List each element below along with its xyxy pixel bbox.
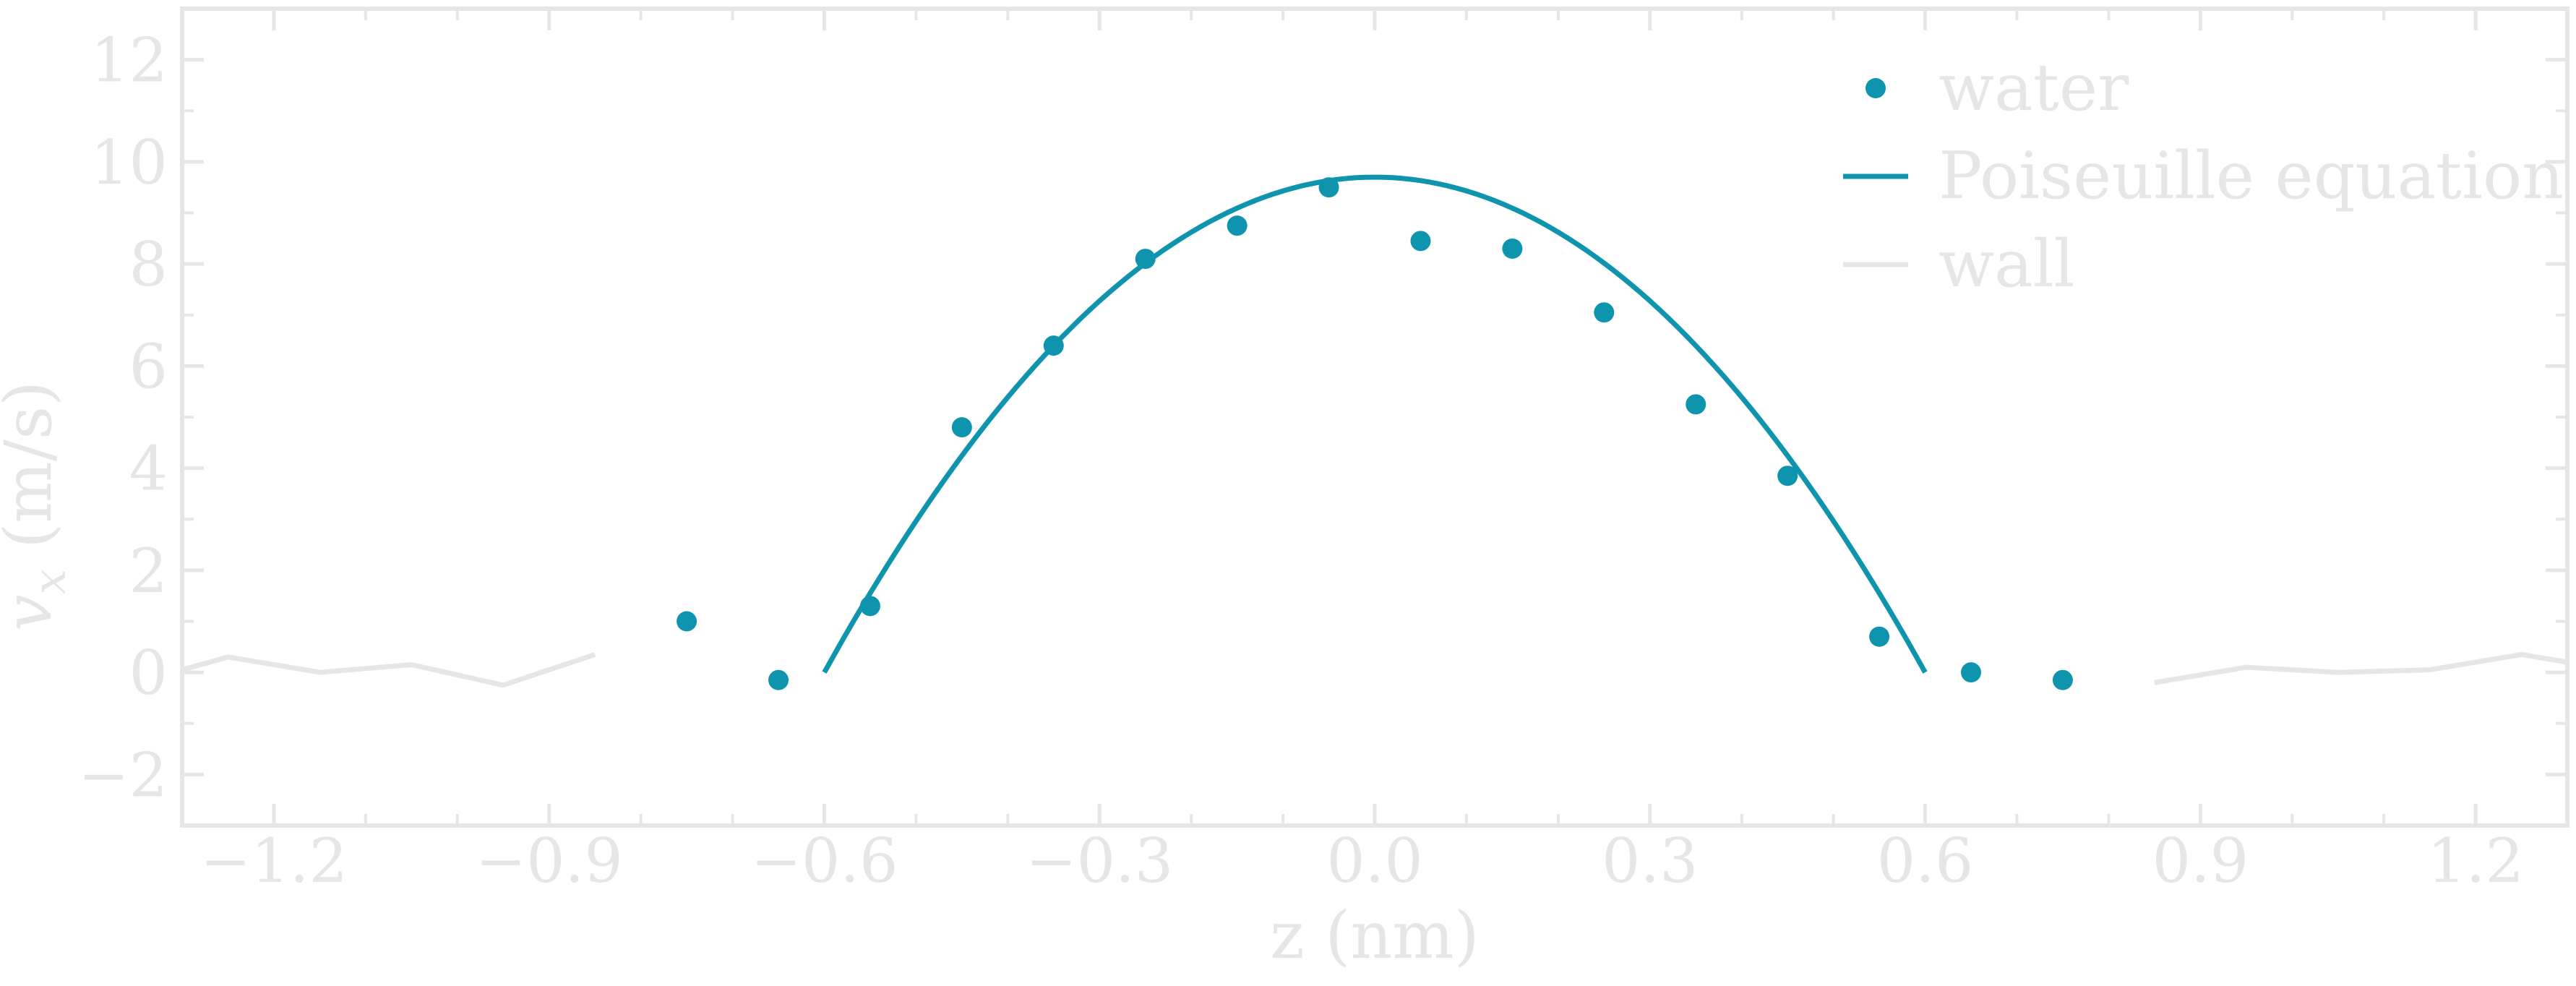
y-tick-label: 8 [129, 229, 168, 300]
y-tick-label: 0 [129, 638, 168, 708]
poiseuille-curve [822, 174, 1928, 674]
legend-marker-water [1866, 78, 1886, 98]
x-tick-label: −0.9 [476, 826, 623, 896]
wall-line-segment [181, 652, 596, 688]
x-tick-label: 0.6 [1877, 826, 1974, 896]
tick-layer: −1.2 −0.9 −0.6 −0.3 0.0 0.3 0.6 0.9 1.2 −2 0 2 4 6 8 10… [78, 7, 2567, 896]
wall-line-segment [2154, 651, 2568, 685]
y-tick-label: 2 [129, 536, 168, 606]
legend-label: water [1939, 50, 2129, 126]
x-tick-label: −1.2 [200, 826, 348, 896]
x-tick-label: 0.0 [1326, 826, 1423, 896]
water-data-point [1961, 662, 1981, 683]
y-tick-label: 4 [129, 434, 168, 505]
x-axis-label: z (nm) [1270, 898, 1480, 974]
y-tick-label: 12 [90, 25, 168, 96]
series-layer [181, 174, 2568, 690]
water-data-point [1594, 302, 1615, 323]
legend-label: Poiseuille equation [1939, 138, 2564, 214]
y-tick-label: 10 [90, 127, 168, 198]
x-tick-label: 0.9 [2152, 826, 2249, 896]
y-tick-label: 6 [129, 331, 168, 402]
x-tick-label: −0.6 [750, 826, 898, 896]
x-tick-label: 0.3 [1602, 826, 1699, 896]
water-data-point [1410, 231, 1431, 252]
water-data-point [1686, 394, 1706, 415]
water-data-point [1869, 626, 1890, 647]
water-data-point [768, 669, 789, 690]
water-data-point [1227, 215, 1248, 236]
y-tick-label: −2 [78, 740, 168, 810]
water-data-point [1502, 238, 1523, 259]
x-tick-label: −0.3 [1026, 826, 1173, 896]
x-tick-label: 1.2 [2427, 826, 2524, 896]
water-data-point [677, 611, 697, 632]
plot-frame [180, 7, 2569, 828]
water-data-point [951, 417, 972, 438]
legend: water Poiseuille equation wall [1843, 50, 2564, 302]
legend-label: wall [1939, 226, 2074, 302]
y-axis-label: vx (m/s) [0, 381, 76, 632]
water-data-point [2052, 669, 2073, 690]
water-data-point [1777, 466, 1798, 486]
